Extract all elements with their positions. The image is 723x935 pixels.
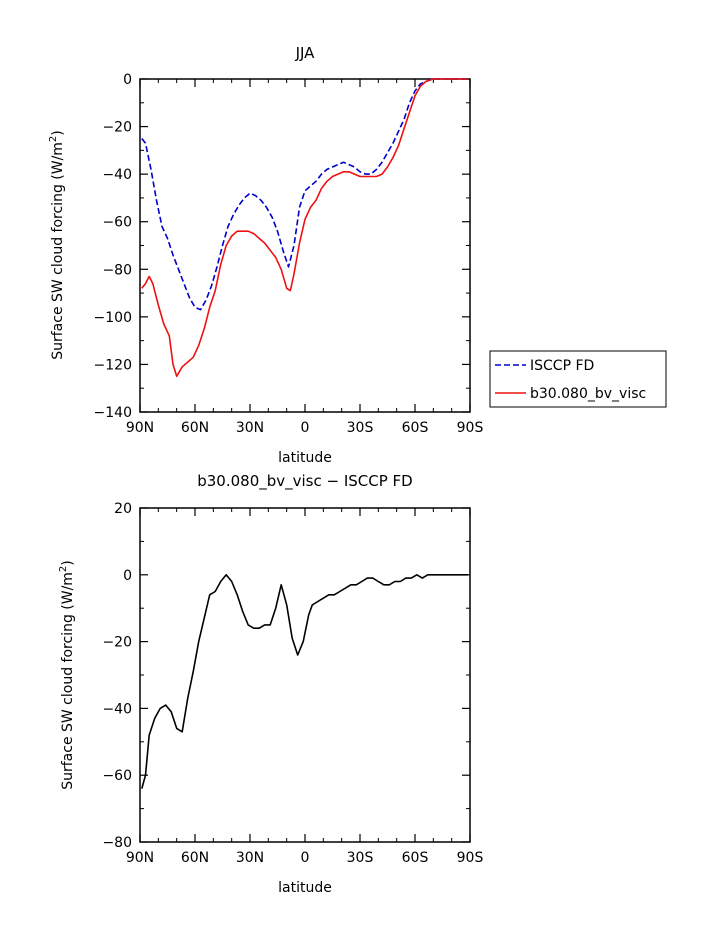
bottom-y-tick-label: −60 (102, 768, 132, 784)
top-y-tick-label: −40 (102, 167, 132, 183)
bottom-y-tick-label: 20 (114, 501, 132, 517)
legend-label-model: b30.080_bv_visc (530, 386, 646, 402)
bottom-y-tick-label: 0 (123, 568, 132, 584)
top-x-tick-label: 60S (402, 420, 429, 436)
top-plot-frame (139, 78, 471, 413)
top-x-tick-label: 90N (126, 420, 154, 436)
top-ticks: 90N 60N 30N 0 30S 60S 90S −140 −120 −100 −80 −60 −40… (94, 72, 484, 436)
top-series-line-isccp-fd (141, 78, 469, 311)
bottom-series-line-difference (141, 574, 469, 789)
top-x-tick-label: 30S (347, 420, 374, 436)
bottom-chart-title: b30.080_bv_visc − ISCCP FD (197, 472, 413, 491)
bottom-x-tick-label: 60N (181, 850, 209, 866)
top-y-tick-label: −20 (102, 120, 132, 136)
bottom-ticks: 90N 60N 30N 0 30S 60S 90S −80 −60 −40 −20 0 20 (102, 501, 483, 866)
top-series-lines (141, 78, 469, 378)
bottom-y-axis-label: Surface SW cloud forcing (W/m2) (58, 560, 76, 790)
bottom-x-tick-label: 30N (236, 850, 264, 866)
legend-label-isccp: ISCCP FD (530, 358, 594, 374)
top-chart-title: JJA (295, 44, 316, 62)
bottom-y-tick-label: −40 (102, 701, 132, 717)
top-y-tick-label: 0 (123, 72, 132, 88)
top-y-tick-label: −140 (94, 405, 132, 421)
top-x-tick-label: 90S (457, 420, 484, 436)
bottom-x-tick-label: 60S (402, 850, 429, 866)
bottom-series-lines (141, 574, 469, 789)
top-y-tick-label: −60 (102, 215, 132, 231)
legend-box (489, 350, 667, 408)
top-y-tick-label: −120 (94, 357, 132, 373)
top-x-tick-label: 30N (236, 420, 264, 436)
top-y-tick-label: −100 (94, 310, 132, 326)
top-x-tick-label: 0 (301, 420, 310, 436)
bottom-y-tick-label: −80 (102, 835, 132, 851)
bottom-y-tick-label: −20 (102, 635, 132, 651)
bottom-panel: b30.080_bv_visc − ISCCP FD 90N 60N 30N 0 30S… (58, 472, 483, 896)
bottom-x-tick-label: 90N (126, 850, 154, 866)
top-series-line-b30-080-bv-visc (141, 78, 469, 378)
legend: ISCCP FD b30.080_bv_visc (489, 350, 667, 408)
top-y-axis-label: Surface SW cloud forcing (W/m2) (48, 130, 66, 360)
bottom-x-tick-label: 90S (457, 850, 484, 866)
top-x-tick-label: 60N (181, 420, 209, 436)
bottom-plot-frame (139, 507, 471, 843)
bottom-x-axis-label: latitude (278, 880, 332, 896)
bottom-x-tick-label: 30S (347, 850, 374, 866)
top-panel: JJA 90N 60N 30N 0 30S 60S 90S −140 −120 −100 −80 −6… (48, 44, 667, 466)
top-x-axis-label: latitude (278, 450, 332, 466)
top-y-tick-label: −80 (102, 262, 132, 278)
bottom-x-tick-label: 0 (301, 850, 310, 866)
